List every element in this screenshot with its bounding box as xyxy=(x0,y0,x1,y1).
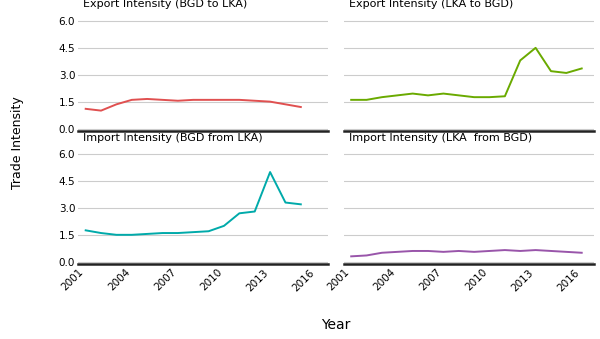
Text: Export Intensity (BGD to LKA): Export Intensity (BGD to LKA) xyxy=(83,0,247,9)
Text: Trade Intensity: Trade Intensity xyxy=(11,96,25,189)
Text: Import Intensity (LKA  from BGD): Import Intensity (LKA from BGD) xyxy=(349,133,532,143)
Text: Export Intensity (LKA to BGD): Export Intensity (LKA to BGD) xyxy=(349,0,513,9)
Text: Year: Year xyxy=(322,318,350,333)
Text: Import Intensity (BGD from LKA): Import Intensity (BGD from LKA) xyxy=(83,133,263,143)
